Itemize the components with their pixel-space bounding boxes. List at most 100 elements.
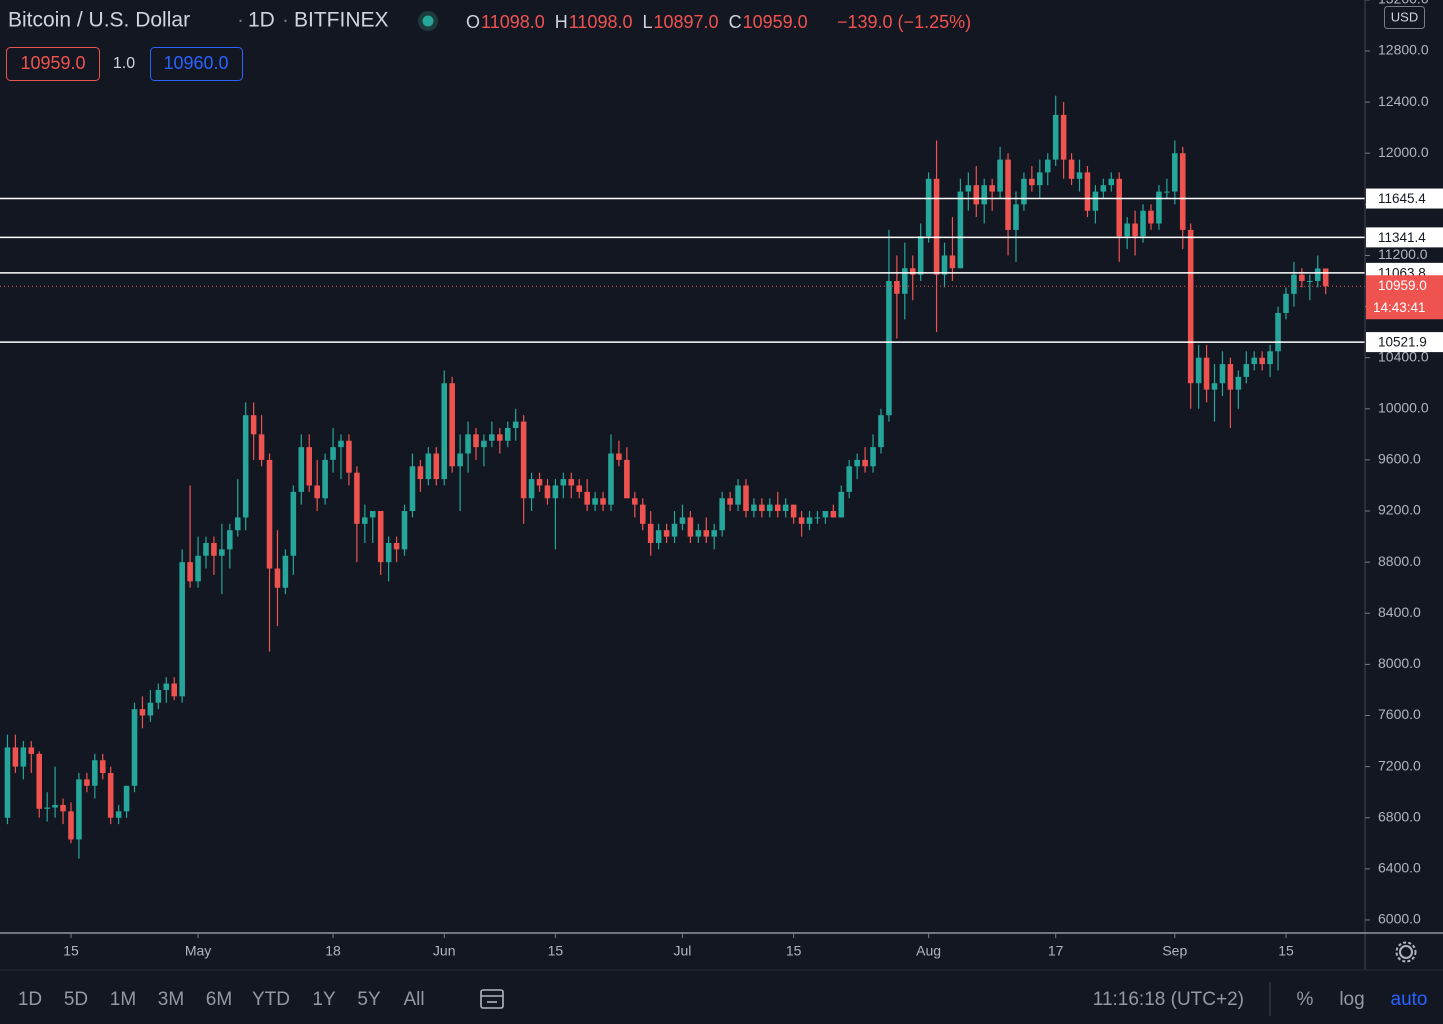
candle-body — [314, 485, 320, 499]
candle-body — [695, 530, 702, 537]
candle-body — [822, 511, 829, 518]
candle-body — [338, 440, 344, 448]
candle-body — [600, 498, 606, 505]
last-price-label: 10959.0 — [1378, 278, 1427, 293]
change: −139.0 (−1.25%) — [837, 12, 971, 32]
y-tick-label: 8800.0 — [1378, 553, 1421, 569]
candle-body — [568, 479, 575, 486]
candle-body — [917, 236, 924, 275]
x-tick-label: Jun — [433, 943, 456, 959]
candle-body — [743, 485, 749, 512]
candle-body — [957, 191, 964, 269]
settings-icon[interactable] — [1395, 941, 1417, 963]
candle-body — [1259, 357, 1265, 365]
candle-body — [520, 421, 527, 499]
y-tick-label: 10000.0 — [1378, 400, 1429, 416]
candle-body — [99, 760, 106, 774]
ohlc-value: 11098.0 — [481, 12, 545, 32]
candle-body — [28, 747, 35, 754]
candle-body — [1275, 312, 1281, 352]
candle-body — [306, 447, 313, 486]
range-button[interactable]: 1Y — [312, 989, 336, 1010]
candle-body — [76, 779, 82, 840]
range-button[interactable]: 5Y — [357, 989, 381, 1010]
scale-option[interactable]: % — [1297, 989, 1314, 1010]
candle-body — [965, 185, 972, 192]
candle-body — [417, 466, 424, 480]
candle-body — [719, 498, 725, 531]
candle-body — [536, 479, 543, 486]
candle-body — [425, 453, 432, 480]
candle-body — [1314, 268, 1321, 282]
candle-body — [266, 459, 273, 569]
candle-body — [1307, 281, 1313, 283]
range-button[interactable]: 3M — [158, 989, 184, 1010]
candle-body — [854, 459, 860, 467]
calendar-box[interactable] — [480, 989, 504, 1009]
scale-option[interactable]: auto — [1391, 989, 1428, 1010]
candle-body — [997, 159, 1003, 192]
y-tick-label: 10400.0 — [1378, 348, 1429, 364]
candle-body — [1029, 178, 1035, 186]
range-button[interactable]: YTD — [252, 989, 290, 1010]
candle-body — [242, 415, 249, 518]
candle-body — [107, 773, 114, 818]
level-label-box — [1366, 188, 1443, 209]
ask[interactable]: 10960.0 — [163, 53, 228, 73]
candle-body — [1044, 159, 1051, 173]
calendar-icon[interactable] — [480, 989, 504, 1009]
candle-body — [1156, 191, 1162, 224]
candle-body — [655, 530, 662, 543]
range-button[interactable]: 6M — [206, 989, 232, 1010]
candle-body — [576, 485, 583, 492]
candle-body — [735, 485, 741, 505]
x-tick-label: 15 — [63, 943, 79, 959]
candle-body — [401, 511, 408, 550]
candle-body — [504, 427, 511, 441]
x-tick-label: 15 — [548, 943, 564, 959]
ohlc-key: H — [555, 12, 568, 32]
status-dot — [422, 15, 434, 27]
candle-body — [973, 185, 980, 205]
x-tick-label: 17 — [1048, 943, 1064, 959]
bid-box[interactable] — [6, 47, 100, 81]
candle-body — [1084, 172, 1091, 211]
candle-body — [457, 453, 463, 467]
bid[interactable]: 10959.0 — [20, 53, 85, 73]
candle-body — [441, 383, 448, 480]
ask-box[interactable] — [150, 47, 243, 81]
candle-body — [20, 747, 27, 767]
y-tick-label: 8000.0 — [1378, 655, 1421, 671]
candle-body — [894, 281, 900, 294]
candle-body — [687, 517, 694, 537]
candle-body — [751, 504, 757, 512]
range-button[interactable]: 1M — [110, 989, 136, 1010]
gear-core[interactable] — [1399, 945, 1413, 959]
candle-body — [1267, 351, 1273, 365]
candle-body — [1076, 172, 1083, 179]
symbol-name: Bitcoin / U.S. Dollar — [8, 9, 190, 32]
candle-body — [147, 702, 154, 716]
range-button[interactable]: All — [403, 989, 424, 1010]
ohlc-value: 10959.0 — [743, 12, 808, 32]
y-tick-label: 7200.0 — [1378, 757, 1421, 773]
gear-teeth[interactable] — [1395, 941, 1417, 963]
candle-body — [354, 472, 360, 524]
candle-body — [322, 459, 328, 499]
candle-body — [187, 562, 193, 582]
ohlc-key: O — [466, 12, 480, 32]
range-button[interactable]: 5D — [64, 989, 88, 1010]
separator: · — [282, 9, 289, 32]
candle-body — [211, 542, 217, 556]
candle-body — [36, 753, 43, 809]
candle-body — [258, 434, 265, 460]
candle-body — [1052, 114, 1059, 160]
candle-body — [1251, 357, 1258, 365]
scale-option[interactable]: log — [1339, 989, 1364, 1010]
candle-body — [4, 747, 11, 818]
candle-body — [862, 459, 868, 467]
candle-body — [1108, 178, 1115, 186]
range-button[interactable]: 1D — [18, 989, 42, 1010]
candle-body — [1100, 185, 1107, 192]
